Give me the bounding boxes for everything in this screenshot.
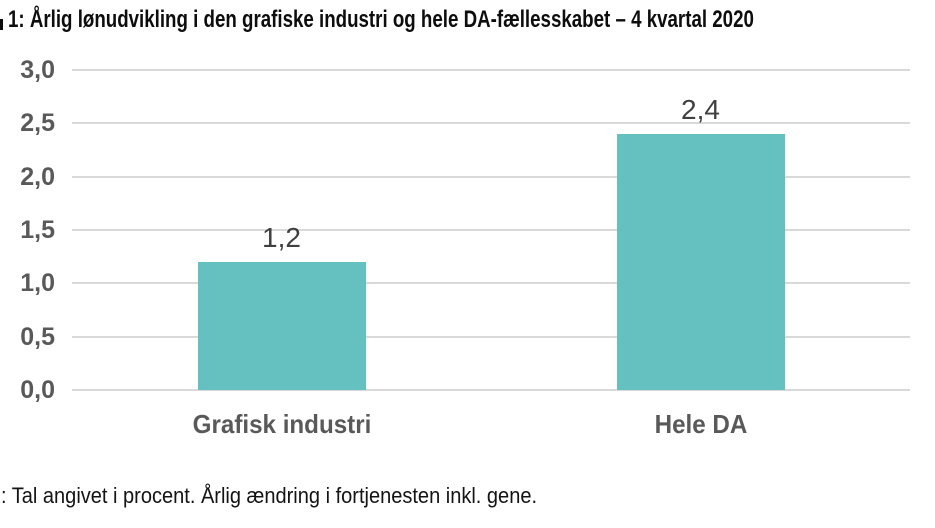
chart-footnote: : Tal angivet i procent. Årlig ændring i…: [1, 483, 538, 508]
y-tick-label: 1,0: [20, 269, 55, 298]
bar-value-label: 1,2: [262, 222, 301, 253]
y-tick-label: 2,5: [20, 109, 55, 138]
y-tick-label: 1,5: [20, 216, 55, 244]
bar: [616, 134, 785, 390]
gridline: [72, 122, 910, 125]
gridline: [72, 282, 910, 285]
gridline: [72, 335, 910, 338]
plot-area: [72, 69, 910, 391]
bar: [197, 262, 366, 390]
x-axis-category-label: Hele DA: [654, 409, 747, 439]
y-tick-label: 3,0: [20, 56, 55, 84]
y-tick-label: 0,0: [20, 376, 55, 404]
chart-title: 1: Årlig lønudvikling i den grafiske ind…: [8, 6, 754, 33]
gridline: [72, 175, 910, 178]
y-tick-label: 2,0: [20, 162, 55, 191]
gridline: [72, 229, 910, 231]
clipped-text-fragment: [0, 19, 3, 30]
x-axis-category-label: Grafisk industri: [192, 409, 371, 439]
bar-value-label: 2,4: [681, 94, 720, 125]
y-tick-label: 0,5: [20, 322, 55, 351]
gridline: [72, 389, 910, 391]
gridline: [72, 69, 910, 71]
